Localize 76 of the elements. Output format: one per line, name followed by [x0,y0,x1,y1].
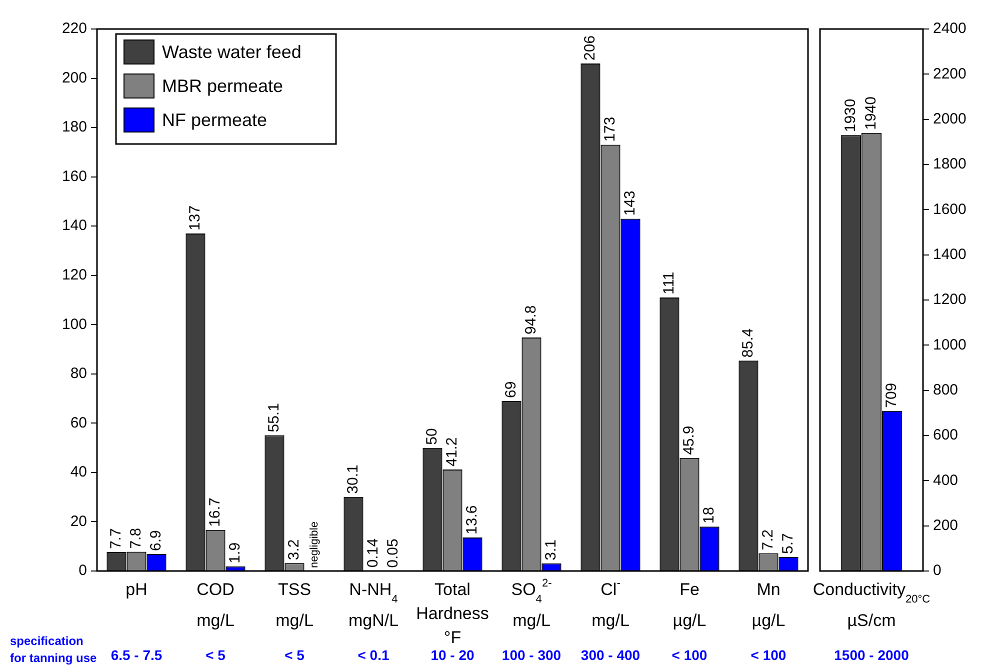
data-label: 94.8 [522,305,540,334]
text: < 0.1 [358,647,390,663]
text: 10 - 20 [430,647,475,663]
y-tick-label: 80 [70,365,87,382]
text: < 5 [206,647,226,663]
data-label: 13.6 [464,505,481,534]
text: < 100 [672,647,708,663]
y2-tick-label: 800 [933,381,958,398]
y-tick-label: 20 [70,512,87,530]
text: specification for tanning use [10,634,97,665]
data-label: 3.2 [286,539,303,560]
x-tick-label: Mn µg/L [752,580,786,630]
text: < 5 [284,647,305,663]
y-tick-label: 40 [70,464,87,481]
data-label: 111 [660,272,678,295]
y-tick-label: 160 [62,168,87,185]
data-label: 30.1 [344,464,362,494]
y-tick-label: 140 [62,217,87,234]
y2-tick-label: 2000 [933,110,966,128]
data-label: 18 [700,506,718,524]
category-label: Cl- mg/L [592,578,630,630]
x-tick-label: pH [126,580,148,599]
data-label: 1930 [842,98,860,132]
data-label: 709 [883,382,900,408]
data-label: 206 [582,35,599,60]
data-label: 16.7 [206,498,224,527]
data-label: 3.1 [542,540,560,560]
y-tick-label: 200 [62,69,87,86]
y2-tick-label: 1000 [933,336,966,354]
data-label: 50 [424,428,441,445]
data-label: 173 [602,116,619,142]
x-tick-label: Total Hardness °F [416,580,489,647]
y2-tick-label: 1800 [933,156,966,173]
data-label: 0.05 [384,538,402,568]
data-label: 5.7 [780,533,797,554]
y2-tick-label: 2200 [933,65,966,82]
data-label: 55.1 [266,403,283,432]
y2-tick-label: 2400 [933,20,966,38]
data-label: 7.8 [128,528,145,549]
text: negligible [308,522,321,568]
y2-tick-label: 600 [933,426,958,444]
text: 300 - 400 [580,647,640,663]
data-label: 1.9 [226,542,244,564]
data-label: 41.2 [444,437,461,466]
x-tick-label: Fe µg/L [672,580,706,630]
y2-tick-label: 200 [933,516,958,534]
data-label: 143 [622,190,639,216]
y-tick-label: 220 [62,20,87,38]
data-label: 6.9 [148,530,165,551]
y2-tick-label: 1200 [933,291,966,308]
legend-label: NF permeate [162,110,268,130]
y-tick-label: 0 [78,562,87,580]
x-tick-label: COD mg/L [196,580,234,630]
data-label: 137 [186,205,204,230]
y-tick-label: 60 [70,414,87,432]
y-tick-label: 120 [62,266,87,284]
x-tick-label: TSS mg/L [276,580,314,630]
y2-tick-label: 400 [933,472,958,489]
data-label: 1940 [862,96,880,130]
data-label: 7.7 [108,528,125,550]
legend-label: Waste water feed [162,42,302,62]
text: 1500 - 2000 [834,647,910,663]
y2-tick-label: 1600 [933,200,966,218]
y-tick-label: 180 [62,118,87,136]
text: < 100 [750,647,786,663]
data-label: 69 [502,381,520,398]
legend-label: MBR permeate [162,76,284,96]
y2-tick-label: 1400 [933,246,966,263]
text: 6.5 - 7.5 [110,647,162,663]
text: 100 - 300 [502,647,562,663]
data-label: 0.14 [364,538,382,568]
data-label: 45.9 [680,426,698,455]
data-label: 85.4 [740,328,757,358]
y2-tick-label: 0 [933,562,942,580]
y-tick-label: 100 [62,316,87,333]
data-label: 7.2 [760,529,777,550]
